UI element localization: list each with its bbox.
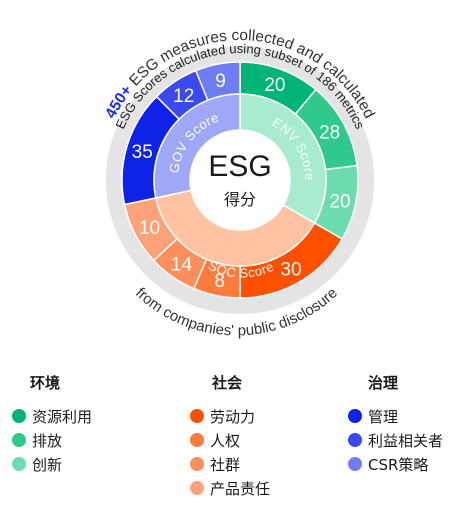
soc-score-label: SOC Score xyxy=(206,258,276,281)
legend-swatch xyxy=(190,433,204,447)
segment-value-env3: 20 xyxy=(329,191,350,212)
segment-value-soc3: 14 xyxy=(171,255,193,276)
segment-value-gov3: 9 xyxy=(215,71,226,92)
legend-label: 管理 xyxy=(368,407,399,426)
outer-band xyxy=(106,46,374,314)
legend-swatch xyxy=(12,457,26,471)
legend: 环境 资源利用排放创新 社会 劳动力人权社群产品责任 治理 管理利益相关者 CSR… xyxy=(0,372,465,512)
legend-swatch xyxy=(190,457,204,471)
legend-item: 创新 xyxy=(12,452,92,476)
legend-soc-title: 社会 xyxy=(212,374,243,392)
legend-swatch xyxy=(12,409,26,423)
legend-swatch xyxy=(348,409,362,423)
legend-env: 环境 资源利用排放创新 xyxy=(12,372,92,476)
segment-value-soc2: 8 xyxy=(214,271,225,292)
outer-ring: 20 28 20 30 8 14 10 35 12 9 xyxy=(121,61,359,299)
legend-item: 管理 xyxy=(348,404,443,428)
legend-label: 产品责任 xyxy=(210,479,271,498)
legend-item: 资源利用 xyxy=(12,404,92,428)
legend-label: 劳动力 xyxy=(210,407,256,426)
legend-label: 人权 xyxy=(210,431,241,450)
legend-env-items: 资源利用 排放 创新 xyxy=(12,404,92,476)
legend-item: 排放 xyxy=(12,428,92,452)
legend-swatch xyxy=(190,409,204,423)
center-subtitle: 得分 xyxy=(224,190,256,209)
legend-swatch xyxy=(348,433,362,447)
legend-soc: 社会 劳动力人权社群产品责任 xyxy=(190,372,270,500)
legend-soc-items: 劳动力人权社群产品责任 xyxy=(190,404,270,500)
legend-item: CSR策略 xyxy=(348,452,443,476)
center-circle xyxy=(190,130,290,230)
legend-swatch xyxy=(348,457,362,471)
segment-value-soc1: 30 xyxy=(280,259,301,280)
legend-label: 利益相关者 xyxy=(368,431,444,450)
legend-gov: 治理 管理利益相关者 CSR策略 xyxy=(348,372,443,476)
segment-value-env1: 20 xyxy=(264,75,285,96)
center-title: ESG xyxy=(208,150,271,183)
legend-env-title: 环境 xyxy=(30,374,61,392)
legend-label: 社群 xyxy=(210,455,241,474)
legend-item: 利益相关者 xyxy=(348,428,443,452)
legend-item: 人权 xyxy=(190,428,270,452)
legend-gov-title: 治理 xyxy=(368,374,399,392)
legend-item: 劳动力 xyxy=(190,404,270,428)
legend-label: 排放 xyxy=(32,431,63,450)
segment-value-env2: 28 xyxy=(319,122,340,143)
legend-label: 创新 xyxy=(32,455,63,474)
legend-swatch xyxy=(190,481,204,495)
legend-item: 社群 xyxy=(190,452,270,476)
legend-item: 产品责任 xyxy=(190,476,270,500)
legend-label: 资源利用 xyxy=(32,407,93,426)
legend-swatch xyxy=(12,433,26,447)
segment-value-gov1: 35 xyxy=(132,142,153,163)
segment-value-gov2: 12 xyxy=(173,86,194,107)
segment-value-soc4: 10 xyxy=(139,218,160,239)
legend-label: CSR策略 xyxy=(368,455,429,474)
legend-gov-items: 管理利益相关者 CSR策略 xyxy=(348,404,443,476)
